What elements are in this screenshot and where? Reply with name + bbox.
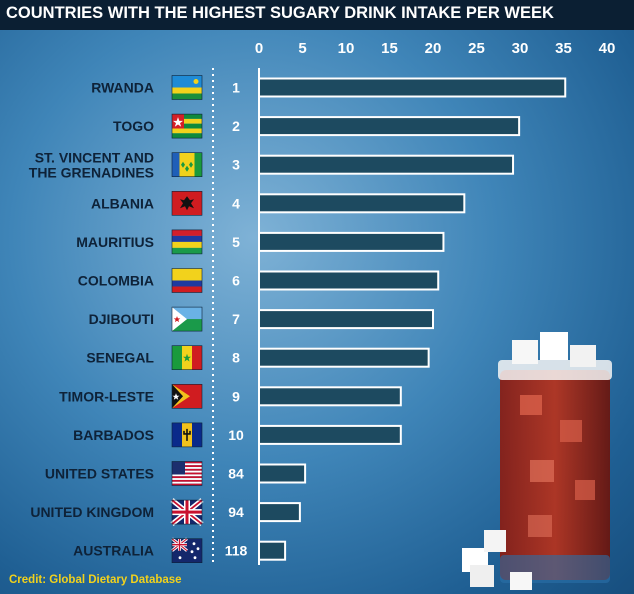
x-tick-label: 30 [512,40,529,57]
chart-row: DJIBOUTI 7 [89,306,434,332]
bar [258,154,515,175]
rank-label: 118 [225,543,248,559]
x-tick-label: 15 [381,40,398,57]
barbados-flag [171,422,203,448]
djibouti-flag [171,306,203,332]
rank-label: 8 [232,350,240,366]
country-label: ST. VINCENT AND [35,150,154,166]
rank-label: 10 [228,427,244,443]
country-label: SENEGAL [86,350,154,366]
usa-flag [171,461,203,486]
bar [258,463,307,484]
chart-row: COLOMBIA 6 [78,268,440,293]
bar [258,116,521,137]
rank-label: 84 [228,466,244,482]
bar [258,502,301,523]
chart-row: UNITED STATES 84 [45,461,307,486]
bar [258,77,567,98]
timor-leste-flag [171,383,203,409]
bar [258,270,440,291]
rank-label: 4 [232,195,240,211]
uk-flag [170,498,204,527]
bar [258,309,434,330]
cola-glass-illustration [462,332,612,590]
chart-title: COUNTRIES WITH THE HIGHEST SUGARY DRINK … [6,4,554,22]
rank-label: 7 [232,311,240,327]
colombia-flag [171,268,203,293]
rank-label: 6 [232,273,240,289]
x-tick-label: 0 [255,40,263,57]
albania-flag [171,191,203,216]
country-label: THE GRENADINES [29,165,154,181]
country-label: COLOMBIA [78,273,154,289]
bar [258,386,402,407]
senegal-flag [171,345,203,371]
x-tick-label: 5 [298,40,306,57]
x-tick-labels: 0 5 10 15 20 25 30 35 40 [255,40,616,57]
country-label: DJIBOUTI [89,311,154,327]
country-label: TIMOR-LESTE [59,388,154,404]
bar [258,193,466,214]
mauritius-flag [171,229,203,255]
rank-label: 1 [232,80,240,96]
x-tick-label: 20 [425,40,442,57]
country-label: RWANDA [91,80,154,96]
country-label: UNITED STATES [45,466,154,482]
bar [258,540,287,561]
rank-label: 94 [228,504,244,520]
country-label: ALBANIA [91,195,154,211]
x-tick-label: 10 [338,40,355,57]
country-label: AUSTRALIA [73,543,154,559]
chart-row: MAURITIUS 5 [76,229,445,255]
chart-row: TOGO 2 [113,113,521,139]
rank-label: 3 [232,157,240,173]
st-vincent-flag [171,152,203,177]
chart-row: AUSTRALIA 118 [73,537,287,564]
chart-row: BARBADOS 10 [73,422,402,448]
country-label: MAURITIUS [76,234,154,250]
x-tick-label: 25 [468,40,485,57]
country-label: TOGO [113,118,154,134]
credit-text: Credit: Global Dietary Database [9,574,182,586]
x-tick-label: 35 [555,40,572,57]
togo-flag [171,113,203,139]
country-label: UNITED KINGDOM [30,504,154,520]
bar [258,347,430,368]
bar [258,231,445,252]
rank-label: 2 [232,118,240,134]
title-bar: COUNTRIES WITH THE HIGHEST SUGARY DRINK … [0,0,634,30]
chart-row: RWANDA 1 [91,75,567,100]
bar [258,424,402,445]
x-tick-label: 40 [599,40,616,57]
chart-row: TIMOR-LESTE 9 [59,383,402,409]
rwanda-flag [171,75,203,100]
rank-label: 5 [232,234,240,250]
country-label: BARBADOS [73,427,154,443]
chart-row: SENEGAL 8 [86,345,430,371]
chart-row: ALBANIA 4 [91,191,466,216]
chart-row: UNITED KINGDOM 94 [30,498,301,527]
australia-flag [171,537,203,564]
rank-label: 9 [232,388,240,404]
